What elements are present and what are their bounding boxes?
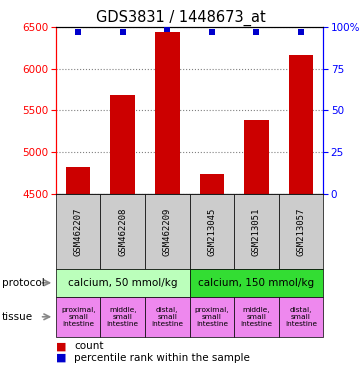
Text: GSM462207: GSM462207 [74, 207, 83, 255]
Text: percentile rank within the sample: percentile rank within the sample [74, 353, 250, 363]
Text: GSM213045: GSM213045 [207, 207, 216, 255]
Text: middle,
small
intestine: middle, small intestine [240, 307, 272, 327]
Text: GSM213057: GSM213057 [296, 207, 305, 255]
Bar [200, 174, 224, 194]
Text: proximal,
small
intestine: proximal, small intestine [195, 307, 229, 327]
Text: GSM462209: GSM462209 [163, 207, 172, 255]
Text: ■: ■ [56, 353, 66, 363]
Text: ■: ■ [56, 341, 66, 351]
Text: calcium, 50 mmol/kg: calcium, 50 mmol/kg [68, 278, 178, 288]
Bar [288, 55, 313, 194]
Text: protocol: protocol [2, 278, 44, 288]
Bar [244, 121, 269, 194]
Bar [155, 32, 179, 194]
Text: middle,
small
intestine: middle, small intestine [107, 307, 139, 327]
Text: distal,
small
intestine: distal, small intestine [285, 307, 317, 327]
Text: distal,
small
intestine: distal, small intestine [151, 307, 183, 327]
Text: GDS3831 / 1448673_at: GDS3831 / 1448673_at [96, 10, 265, 26]
Text: count: count [74, 341, 104, 351]
Text: GSM462208: GSM462208 [118, 207, 127, 255]
Text: proximal,
small
intestine: proximal, small intestine [61, 307, 95, 327]
Bar [110, 95, 135, 194]
Text: GSM213051: GSM213051 [252, 207, 261, 255]
Text: tissue: tissue [2, 312, 33, 322]
Bar [66, 167, 91, 194]
Text: calcium, 150 mmol/kg: calcium, 150 mmol/kg [198, 278, 314, 288]
